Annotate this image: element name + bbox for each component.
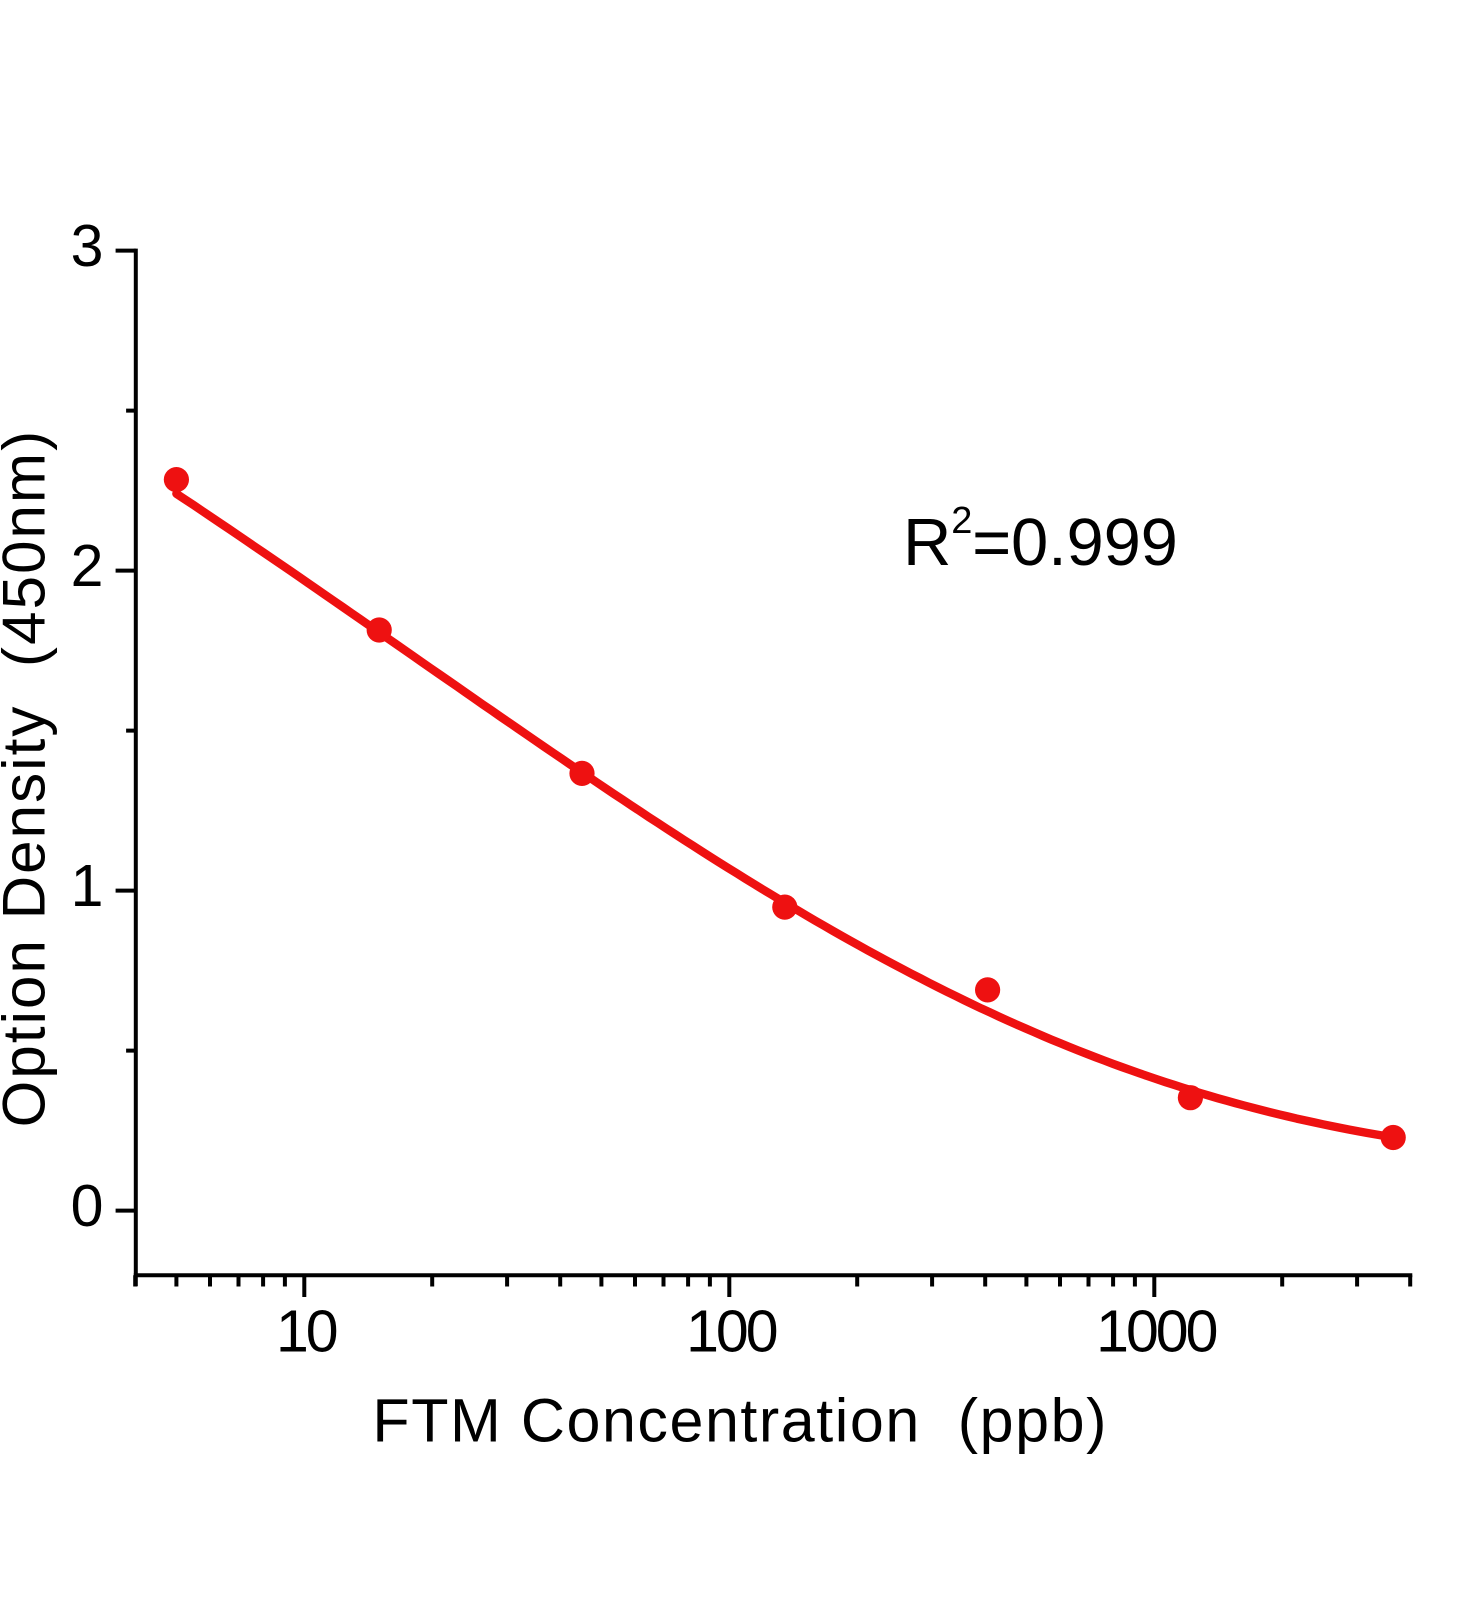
svg-text:1: 1 (71, 853, 104, 919)
svg-text:Option Density (450nm): Option Density (450nm) (0, 429, 58, 1128)
svg-text:FTM Concentration (ppb): FTM Concentration (ppb) (372, 1386, 1108, 1454)
svg-text:10: 10 (276, 1299, 337, 1365)
svg-text:0: 0 (71, 1173, 104, 1239)
svg-text:1000: 1000 (1096, 1299, 1216, 1365)
svg-text:2: 2 (71, 533, 104, 599)
svg-text:100: 100 (686, 1299, 777, 1365)
svg-text:R2=0.999: R2=0.999 (903, 500, 1178, 580)
svg-text:3: 3 (71, 213, 104, 279)
